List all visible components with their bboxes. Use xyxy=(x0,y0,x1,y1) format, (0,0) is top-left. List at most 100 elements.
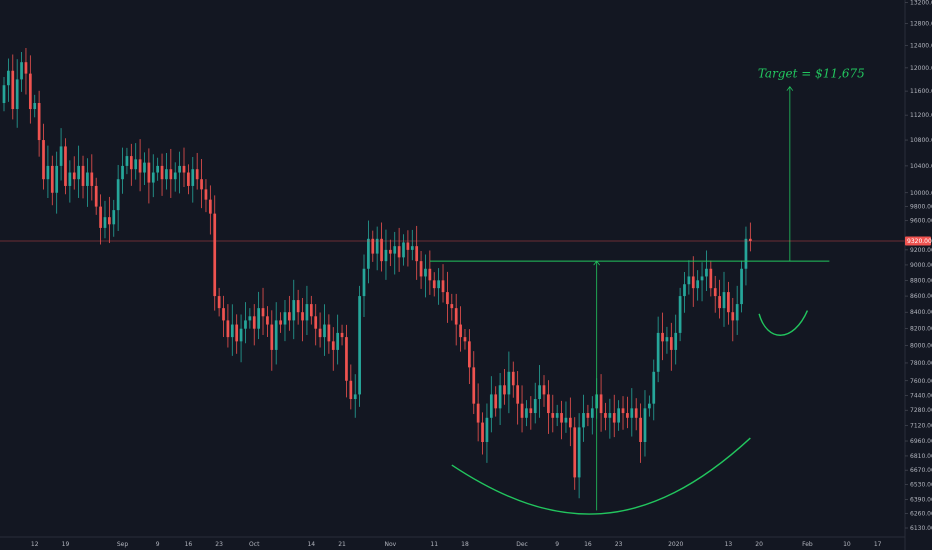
candle-body xyxy=(687,276,691,285)
candle-body xyxy=(384,249,388,262)
candle xyxy=(42,123,45,190)
candle xyxy=(296,289,300,325)
candle xyxy=(68,160,72,203)
candle-body xyxy=(468,341,471,368)
candle-body xyxy=(182,165,186,173)
x-tick-label: 10 xyxy=(843,541,851,548)
candle-body xyxy=(208,199,212,214)
candle-body xyxy=(678,296,682,333)
last-price-badge-text: 9320.00 xyxy=(907,238,932,245)
candle xyxy=(454,293,458,346)
x-tick-label: 14 xyxy=(307,541,315,548)
candle xyxy=(222,295,225,338)
candle xyxy=(274,302,278,365)
candle xyxy=(705,250,708,291)
candle xyxy=(244,302,247,344)
x-tick-label: 11 xyxy=(430,541,438,548)
candle-body xyxy=(529,408,533,414)
candle xyxy=(489,376,493,433)
candle xyxy=(46,145,50,198)
candle xyxy=(551,394,555,433)
candle xyxy=(2,77,6,112)
candle xyxy=(634,398,638,431)
candle-body xyxy=(748,238,752,242)
candle-body xyxy=(520,403,524,418)
x-tick-label: 9 xyxy=(555,541,559,548)
candle xyxy=(424,254,427,298)
candle xyxy=(257,291,260,340)
candle-body xyxy=(138,159,142,173)
candle-body xyxy=(134,159,138,170)
candle-body xyxy=(397,246,401,258)
candle-body xyxy=(274,320,278,350)
candle-body xyxy=(656,332,660,372)
candle xyxy=(415,225,419,280)
target-label: Target = $11,675 xyxy=(758,67,865,81)
candle-body xyxy=(393,246,397,254)
candle-body xyxy=(735,304,739,321)
candle xyxy=(402,234,405,266)
candle xyxy=(349,364,353,410)
candle-body xyxy=(187,172,190,186)
candle-body xyxy=(235,324,239,342)
candle xyxy=(511,361,515,398)
candle xyxy=(446,271,449,323)
time-axis[interactable]: 12 19 Sep 9 16 23 Oct 14 21 Nov 11 18 Dec 9 16 23 2020 13… xyxy=(31,541,882,548)
candle-body xyxy=(103,217,107,228)
candle xyxy=(687,260,691,295)
candle xyxy=(665,326,669,354)
candle xyxy=(727,281,730,325)
candle xyxy=(353,374,357,418)
candle-body xyxy=(318,328,322,338)
candle-body xyxy=(248,316,252,321)
candle-body xyxy=(178,165,181,173)
y-tick-label: 9000.00 xyxy=(910,262,932,269)
y-tick-label: 7280.00 xyxy=(910,407,932,414)
candle-body xyxy=(410,246,414,250)
candle xyxy=(542,375,546,407)
candle-body xyxy=(301,312,304,321)
handle-arc[interactable] xyxy=(758,310,809,336)
y-tick-label: 11600.00 xyxy=(910,88,932,95)
candle-body xyxy=(151,172,155,183)
candle xyxy=(187,164,190,195)
candle-body xyxy=(498,385,502,409)
candle-body xyxy=(604,413,607,418)
candle xyxy=(72,156,76,190)
candle xyxy=(748,222,752,252)
candle-body xyxy=(669,337,673,350)
candle-body xyxy=(331,341,335,350)
candle xyxy=(691,256,695,307)
candle xyxy=(121,147,124,194)
annotation-layer: Target = $11,675 xyxy=(429,67,865,515)
candle xyxy=(182,147,186,188)
candle-body xyxy=(428,268,432,281)
candle xyxy=(639,403,642,463)
candle xyxy=(358,285,361,407)
candle-body xyxy=(542,385,546,395)
candle xyxy=(59,128,63,181)
candle xyxy=(722,271,726,327)
candle xyxy=(314,304,318,346)
price-axis[interactable]: 13200.00 12800.00 12400.00 12000.00 11600.00… xyxy=(905,0,932,532)
cup-arc[interactable] xyxy=(451,437,751,515)
candle-body xyxy=(77,165,80,180)
candle xyxy=(116,164,120,231)
candle xyxy=(151,154,155,198)
x-tick-label: 19 xyxy=(62,541,70,548)
candle xyxy=(191,156,195,203)
y-tick-label: 7600.00 xyxy=(910,378,932,385)
candle xyxy=(573,417,577,490)
candle-body xyxy=(7,70,10,86)
candle xyxy=(564,401,568,433)
candle xyxy=(406,230,410,267)
cup-depth-arrowhead xyxy=(593,260,601,266)
candle-body xyxy=(68,172,72,186)
candle-body xyxy=(560,413,563,423)
candle xyxy=(503,369,506,405)
candle xyxy=(380,222,383,272)
candle-body xyxy=(621,408,625,414)
